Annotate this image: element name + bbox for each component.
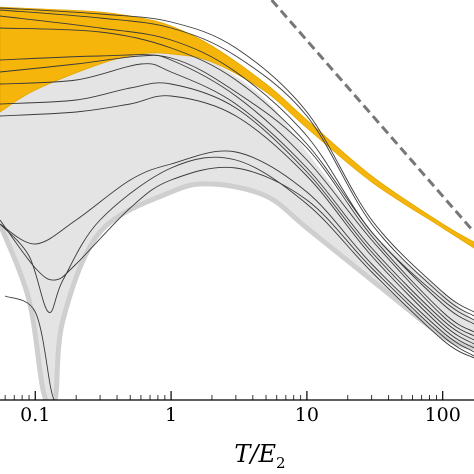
curves bbox=[0, 7, 474, 400]
plot-area bbox=[0, 0, 474, 400]
curve-4 bbox=[0, 27, 474, 325]
curve-6 bbox=[0, 54, 474, 337]
x-axis-label-subscript: 2 bbox=[276, 454, 286, 472]
curve-2 bbox=[0, 9, 474, 317]
curve-8 bbox=[0, 82, 474, 345]
curve-5 bbox=[0, 54, 474, 333]
dashed-line bbox=[270, 0, 474, 233]
curve-10 bbox=[0, 156, 474, 359]
curve-11 bbox=[0, 166, 474, 357]
curve-7 bbox=[0, 63, 474, 341]
curve-12 bbox=[0, 150, 474, 353]
curve-9 bbox=[0, 95, 474, 349]
curve-13 bbox=[4, 295, 55, 400]
x-tick-label: 0.1 bbox=[20, 404, 50, 426]
curve-3 bbox=[0, 15, 474, 321]
curve-1 bbox=[0, 7, 474, 313]
gold-band bbox=[0, 6, 474, 249]
gray-band bbox=[0, 52, 474, 400]
x-axis-label-main: T/E bbox=[234, 440, 276, 468]
gray-band-lower-edge bbox=[0, 181, 474, 400]
x-ticks bbox=[4, 391, 444, 400]
x-tick-label: 1 bbox=[165, 404, 177, 426]
x-axis-label: T/E2 bbox=[234, 440, 285, 472]
x-tick-labels: 0.1 1 10 100 bbox=[20, 404, 461, 426]
x-tick-label: 100 bbox=[425, 404, 461, 426]
x-tick-label: 10 bbox=[295, 404, 319, 426]
